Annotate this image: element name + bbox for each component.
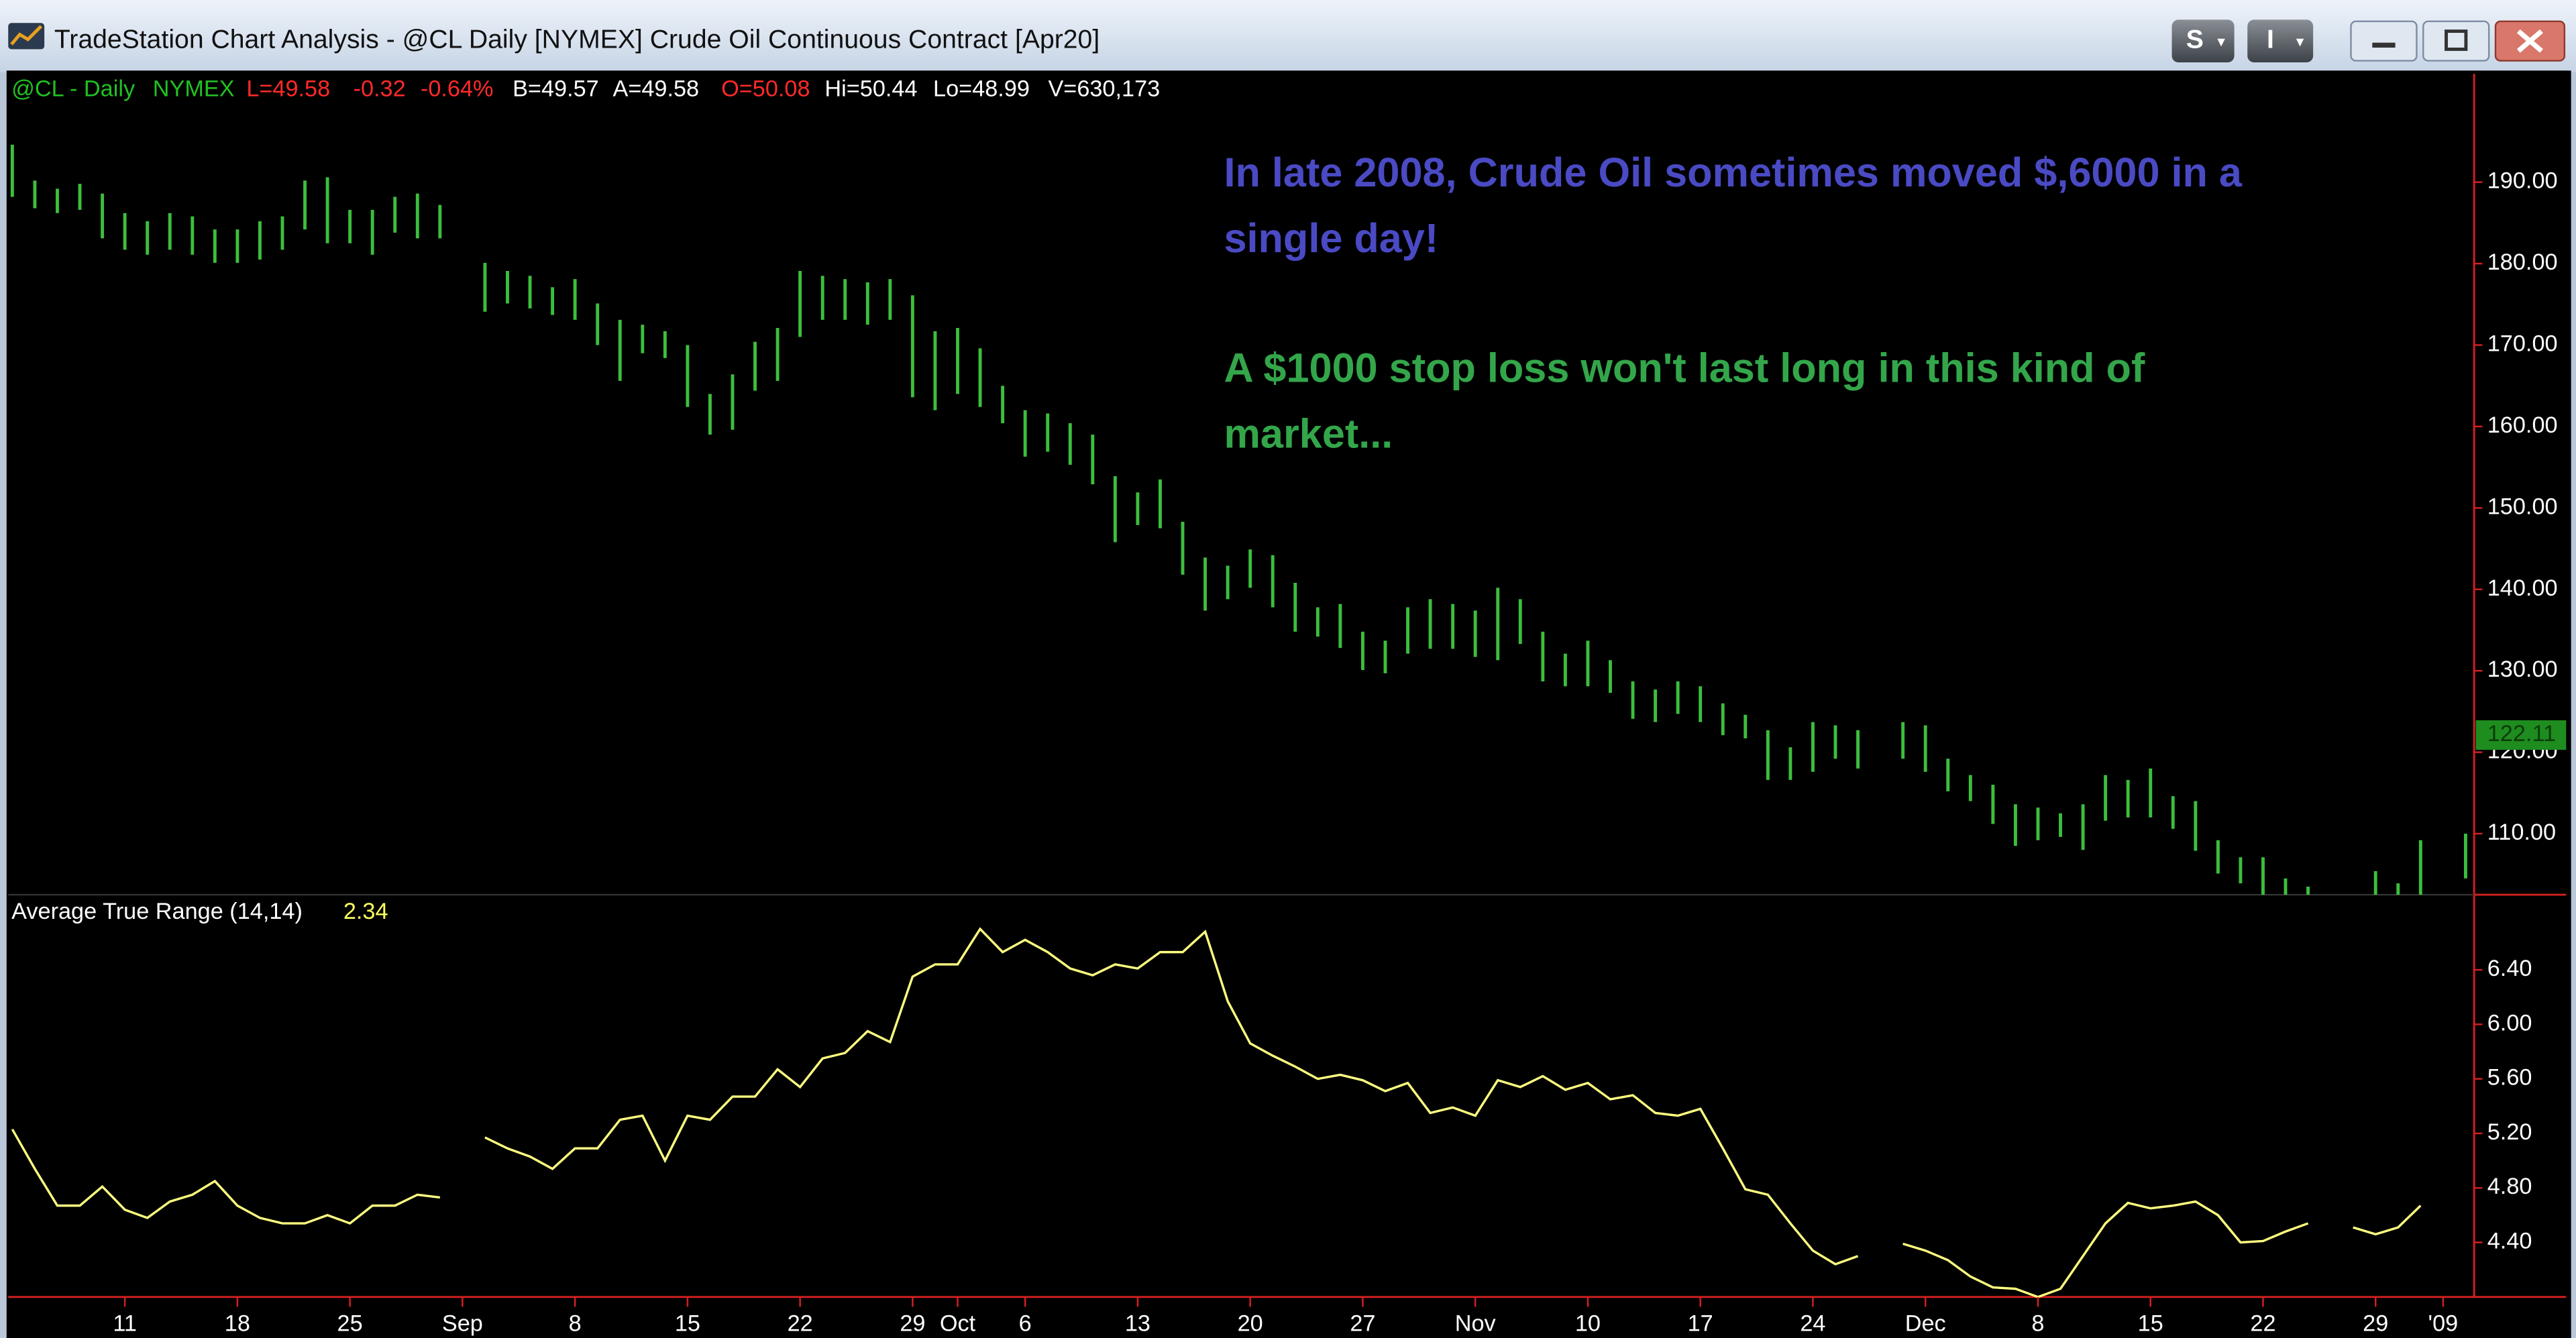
x-tick-label: 13: [1125, 1311, 1150, 1336]
style-button-label[interactable]: S: [2186, 25, 2204, 54]
quote-field: L=49.58: [246, 76, 330, 102]
x-tick-label: Oct: [940, 1311, 976, 1336]
chart-area: [6, 70, 2571, 1338]
annotation: In late 2008, Crude Oil sometimes moved …: [1224, 150, 2242, 195]
x-tick-label: 6: [1019, 1311, 1032, 1336]
x-tick-label: 29: [900, 1311, 925, 1336]
x-tick-label: 27: [1350, 1311, 1375, 1336]
x-tick-label: 24: [1800, 1311, 1825, 1336]
quote-field: NYMEX: [153, 76, 235, 102]
close-button[interactable]: [2494, 20, 2566, 62]
insert-button[interactable]: [2247, 19, 2314, 63]
y-tick-label: 6.00: [2487, 1010, 2532, 1036]
x-tick-label: 22: [2250, 1311, 2275, 1336]
x-tick-label: Nov: [1455, 1311, 1497, 1336]
quote-field: V=630,173: [1048, 76, 1160, 102]
y-tick-label: 150.00: [2487, 494, 2558, 519]
x-tick-label: 22: [788, 1311, 813, 1336]
y-tick-label: 4.40: [2487, 1229, 2532, 1254]
quote-field: A=49.58: [612, 76, 699, 102]
quote-field: B=49.57: [513, 76, 599, 102]
window-title: TradeStation Chart Analysis - @CL Daily …: [54, 25, 1099, 54]
title-bar: [0, 0, 2576, 72]
y-tick-label: 140.00: [2487, 575, 2558, 601]
y-tick-label: 6.40: [2487, 956, 2532, 981]
quote-field: -0.32: [354, 76, 406, 102]
atr-title: Average True Range (14,14): [11, 899, 303, 924]
y-tick-label: 110.00: [2487, 820, 2556, 845]
y-tick-label: 180.00: [2487, 249, 2558, 275]
x-tick-label: 20: [1238, 1311, 1263, 1336]
style-button[interactable]: [2171, 19, 2235, 63]
y-tick-label: 160.00: [2487, 412, 2558, 438]
atr-current-value: 2.34: [343, 899, 388, 924]
y-tick-label: 5.20: [2487, 1119, 2532, 1145]
x-tick-label: 8: [2031, 1311, 2044, 1336]
x-tick-label: Sep: [442, 1311, 483, 1336]
quote-field: -0.64%: [421, 76, 494, 102]
annotation: single day!: [1224, 215, 1438, 261]
x-tick-label: 8: [569, 1311, 582, 1336]
app-icon: [8, 23, 45, 50]
x-tick-label: 10: [1575, 1311, 1601, 1336]
x-tick-label: 18: [225, 1311, 250, 1336]
y-tick-label: 130.00: [2487, 657, 2558, 682]
y-tick-label: 4.80: [2487, 1174, 2532, 1199]
x-tick-label: 17: [1688, 1311, 1713, 1336]
dropdown-arrow: ▼: [2294, 35, 2306, 50]
dropdown-arrow: ▼: [2214, 35, 2227, 50]
y-tick-label: 190.00: [2487, 168, 2558, 194]
x-tick-label: 29: [2363, 1311, 2388, 1336]
x-tick-label: 15: [675, 1311, 700, 1336]
last-price-box: [2475, 720, 2567, 750]
quote-field: Hi=50.44: [824, 76, 917, 102]
x-tick-label: '09: [2428, 1311, 2459, 1336]
quote-field: O=50.08: [721, 76, 810, 102]
x-tick-label: 25: [337, 1311, 363, 1336]
y-tick-label: 170.00: [2487, 331, 2558, 357]
x-tick-label: 15: [2138, 1311, 2163, 1336]
x-tick-label: Dec: [1905, 1311, 1946, 1336]
annotation: A $1000 stop loss won't last long in thi…: [1224, 345, 2145, 390]
y-tick-label: 5.60: [2487, 1065, 2532, 1091]
quote-field: Lo=48.99: [933, 76, 1030, 102]
minimize-button[interactable]: [2350, 20, 2418, 62]
price-plot: [10, 144, 2467, 895]
insert-button-label[interactable]: I: [2267, 25, 2274, 54]
maximize-button[interactable]: [2422, 20, 2490, 62]
x-tick-label: 11: [113, 1311, 137, 1336]
annotation: market...: [1224, 410, 1393, 456]
quote-field: @CL - Daily: [11, 76, 136, 102]
last-price-label: 122.11: [2487, 721, 2556, 746]
